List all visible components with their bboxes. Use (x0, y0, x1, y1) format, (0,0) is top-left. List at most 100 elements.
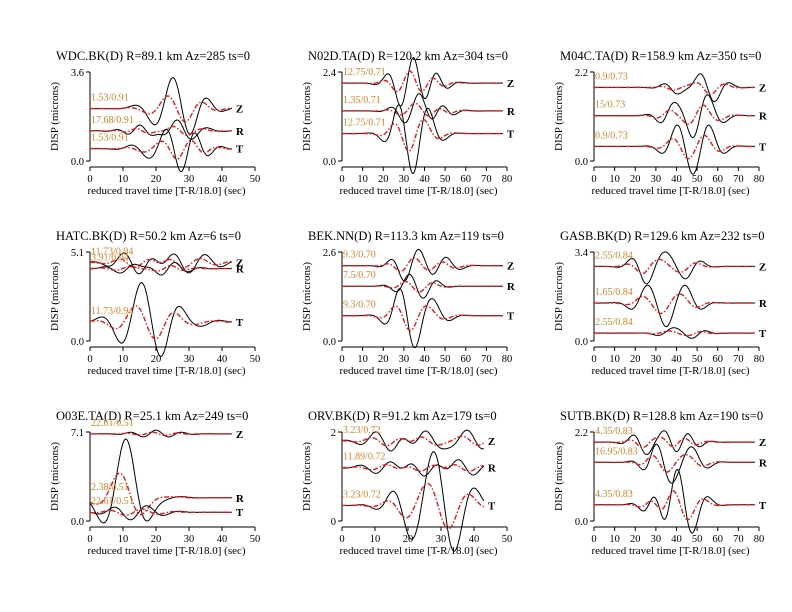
x-tick-label: 20 (630, 534, 641, 545)
trace-annotation: 16.95/0.83 (595, 446, 638, 457)
x-axis-label: reduced travel time [T-R/18.0] (sec) (87, 545, 245, 557)
trace-annotation: 9.3/0.70 (343, 250, 376, 261)
x-tick-label: 10 (370, 534, 381, 545)
y-tick-label: 0.0 (323, 157, 336, 168)
trace-annotation: 2.38/0.51 (91, 482, 129, 493)
x-tick-label: 60 (461, 354, 472, 365)
trace-annotation: 7.5/0.70 (343, 270, 376, 281)
y-tick-label: 0.0 (323, 337, 336, 348)
y-tick-label: 3.6 (71, 68, 84, 79)
panel-1: N02D.TA(D) R=120.2 km Az=304 ts=0 2.4 0.0 D… (301, 49, 516, 197)
x-tick-label: 30 (184, 174, 195, 185)
x-tick-label: 70 (481, 354, 492, 365)
x-tick-label: 50 (250, 174, 261, 185)
x-axis-label: reduced travel time [T-R/18.0] (sec) (591, 365, 749, 377)
observed-trace-t (89, 505, 232, 521)
x-tick-label: 30 (399, 174, 410, 185)
component-label: T (236, 507, 244, 519)
x-tick-label: 30 (184, 354, 195, 365)
synthetic-trace-z (90, 95, 232, 123)
x-tick-label: 60 (713, 174, 724, 185)
component-label: Z (488, 436, 495, 448)
y-axis-label: DISP (microns) (49, 82, 61, 151)
component-label: T (488, 500, 496, 512)
component-label: Z (759, 261, 766, 273)
trace-annotation: 11.73/0.94 (91, 306, 133, 317)
x-tick-label: 10 (118, 354, 129, 365)
component-label: R (759, 457, 768, 469)
x-tick-label: 50 (692, 534, 703, 545)
x-tick-label: 40 (217, 534, 228, 545)
x-tick-label: 20 (151, 534, 162, 545)
x-tick-label: 40 (217, 174, 228, 185)
panel-title: O03E.TA(D) R=25.1 km Az=249 ts=0 (56, 409, 248, 423)
panel-6: O03E.TA(D) R=25.1 km Az=249 ts=0 7.1 0.0 DI… (49, 409, 260, 557)
x-tick-label: 20 (630, 174, 641, 185)
component-label: T (507, 129, 515, 141)
trace-annotation: 1.53/0.91 (91, 93, 129, 104)
panel-2: M04C.TA(D) R=158.9 km Az=350 ts=0 2.2 0.0 D… (553, 49, 768, 197)
trace-annotation: 0.9/0.73 (595, 71, 628, 82)
trace-annotation: 15/0.73 (595, 100, 625, 111)
synthetic-trace-r (594, 104, 755, 125)
observed-trace-t (342, 104, 503, 174)
component-label: T (236, 317, 244, 329)
trace-annotation: 1.35/0.71 (343, 95, 381, 106)
synthetic-trace-t (89, 305, 232, 340)
x-tick-label: 20 (403, 534, 414, 545)
y-axis-label: DISP (microns) (301, 442, 313, 511)
x-tick-label: 80 (502, 354, 513, 365)
trace-annotation: 3.23/0.72 (343, 489, 381, 500)
component-label: R (236, 493, 245, 505)
trace-annotation: 1.65/0.84 (595, 287, 633, 298)
x-tick-label: 50 (250, 534, 261, 545)
component-label: R (236, 264, 245, 276)
x-tick-label: 60 (713, 534, 724, 545)
x-tick-label: 40 (419, 174, 430, 185)
component-label: T (759, 141, 767, 153)
y-tick-label: 0.0 (71, 157, 84, 168)
component-label: Z (236, 104, 243, 116)
synthetic-trace-r (594, 293, 755, 314)
trace-annotation: 3.23/0.72 (343, 425, 381, 436)
x-tick-label: 50 (692, 174, 703, 185)
synthetic-trace-t (90, 139, 232, 160)
component-label: T (759, 500, 767, 512)
synthetic-trace-r (594, 453, 755, 473)
x-tick-label: 60 (713, 354, 724, 365)
synthetic-trace-z (90, 431, 232, 437)
x-tick-label: 40 (419, 354, 430, 365)
x-tick-label: 80 (502, 174, 513, 185)
x-tick-label: 60 (461, 174, 472, 185)
y-axis-label: DISP (microns) (301, 82, 313, 151)
y-tick-label: 0.0 (575, 337, 588, 348)
x-tick-label: 50 (502, 534, 513, 545)
panel-title: SUTB.BK(D) R=128.8 km Az=190 ts=0 (560, 409, 763, 423)
x-tick-label: 0 (339, 534, 344, 545)
x-tick-label: 0 (339, 174, 344, 185)
trace-annotation: 22.61/0.51 (91, 418, 134, 429)
synthetic-trace-r (342, 464, 484, 472)
y-tick-label: 2.4 (323, 68, 337, 79)
panel-3: HATC.BK(D) R=50.2 km Az=6 ts=0 5.1 0.0 DISP… (49, 229, 260, 377)
x-tick-label: 0 (339, 354, 344, 365)
y-axis-label: DISP (microns) (49, 262, 61, 331)
trace-annotation: 22.61/0.51 (91, 496, 134, 507)
synthetic-trace-z (594, 436, 755, 449)
y-axis-label: DISP (microns) (553, 262, 565, 331)
x-tick-label: 30 (651, 354, 662, 365)
x-tick-label: 30 (184, 534, 195, 545)
x-tick-label: 20 (378, 174, 389, 185)
synthetic-trace-r (89, 264, 232, 272)
synthetic-trace-r (342, 102, 503, 117)
x-tick-label: 10 (357, 354, 368, 365)
trace-annotation: 12.75/0.71 (343, 118, 386, 129)
trace-annotation: 3.91/0.94 (91, 253, 129, 264)
x-tick-label: 0 (591, 354, 596, 365)
trace-annotation: 11.89/0.72 (343, 452, 385, 463)
y-tick-label: 7.1 (71, 428, 84, 439)
x-tick-label: 40 (671, 534, 682, 545)
observed-trace-t (594, 124, 755, 175)
observed-trace-z (594, 73, 755, 103)
